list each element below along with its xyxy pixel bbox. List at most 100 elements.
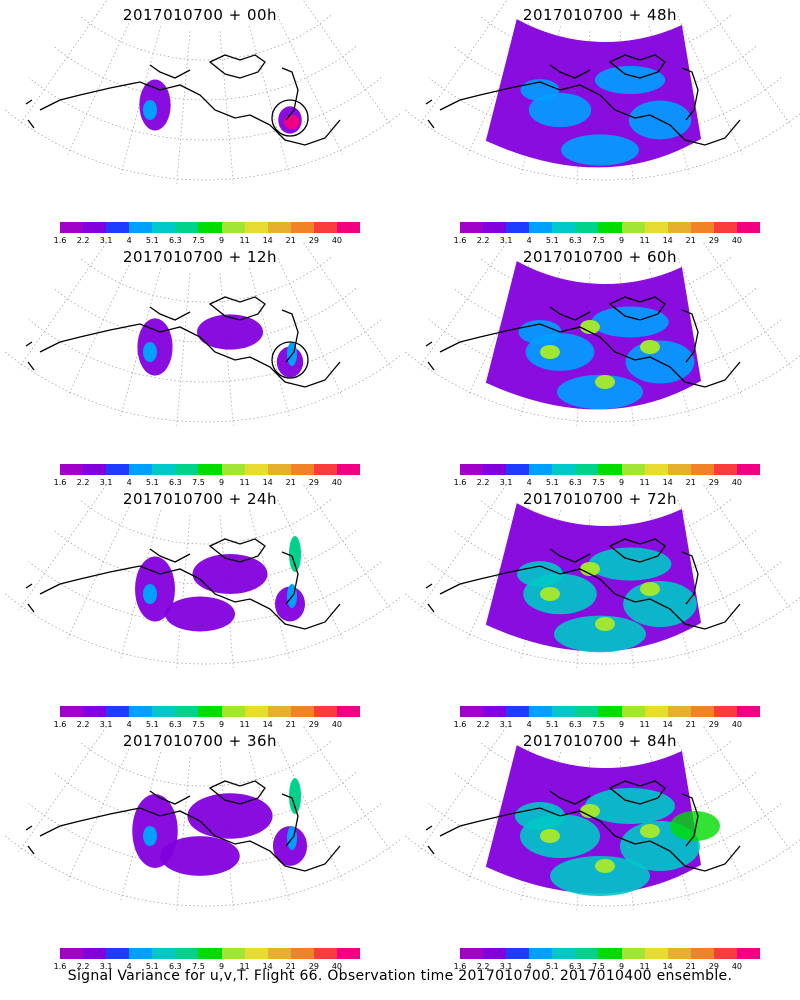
colorbar-swatch [129,948,153,959]
colorbar [60,222,361,233]
colorbar-label: 3.1 [499,720,513,729]
colorbar-label: 21 [685,478,696,487]
map-plot [3,484,400,668]
map-plot [3,0,400,184]
colorbar-label: 4 [526,720,532,729]
map-plot [3,726,400,910]
colorbar-label: 9 [618,236,625,245]
colorbar-label: 9 [218,478,225,487]
colorbar-label: 21 [285,478,296,487]
variance-field [132,778,308,876]
colorbar-swatch [529,222,553,233]
colorbar-swatch [60,948,84,959]
colorbar-swatch [152,948,176,959]
panel-title: 2017010700 + 48h [522,6,678,24]
colorbar-label: 6.3 [569,720,582,729]
colorbar-swatch [575,706,599,717]
forecast-panel: 2017010700 + 60h 1.6 2.2 3.1 4 5.1 6.3 7.5 9 11 14… [400,242,800,487]
panel-title: 2017010700 + 00h [122,6,278,24]
colorbar-label: 11 [639,962,650,971]
panel-title: 2017010700 + 12h [122,248,278,266]
colorbar-label: 7.5 [592,236,605,245]
colorbar-swatch [83,464,107,475]
colorbar-label: 11 [239,720,250,729]
colorbar-swatch [598,464,622,475]
panel-title: 2017010700 + 24h [122,490,278,508]
colorbar-label: 5.1 [145,478,159,487]
colorbar-swatch [336,948,361,959]
colorbar-label: 2.2 [76,478,90,487]
highlight-circle [271,341,309,379]
colorbar-swatch [460,222,484,233]
map-plot [403,726,800,910]
colorbar-label: 6.3 [169,962,182,971]
colorbar-label: 1.6 [453,478,467,487]
colorbar-swatch [290,464,314,475]
map-plot [403,0,800,184]
forecast-panel: 2017010700 + 12h 1.6 2.2 3.1 4 5.1 6.3 7.5 9 11 14… [0,242,400,487]
colorbar-label: 11 [639,478,650,487]
colorbar-swatch [483,222,507,233]
colorbar-swatch [644,706,668,717]
colorbar-label: 2.2 [476,236,490,245]
colorbar-swatch [244,464,268,475]
colorbar-swatch [290,706,314,717]
forecast-panel: 2017010700 + 24h 1.6 2.2 3.1 4 5.1 6.3 7.5 9 11 14… [0,484,400,729]
map-plot [3,242,400,426]
colorbar-label: 4 [126,236,132,245]
colorbar-swatch [483,464,507,475]
colorbar-label: 1.6 [53,478,67,487]
colorbar-label: 1.6 [53,720,67,729]
highlight-circle [271,99,309,137]
forecast-panel: 2017010700 + 72h 1.6 2.2 3.1 4 5.1 6.3 7.5 9 11 14… [400,484,800,729]
colorbar-label: 5.1 [545,478,559,487]
colorbar-swatch [552,222,576,233]
colorbar-swatch [60,464,84,475]
colorbar-label: 4 [126,478,132,487]
colorbar-label: 21 [685,962,696,971]
variance-field [485,503,702,653]
colorbar-swatch [598,222,622,233]
colorbar-label: 21 [285,236,296,245]
colorbar [60,948,361,959]
colorbar-label: 2.2 [76,962,90,971]
colorbar-swatch [713,222,737,233]
colorbar-label: 29 [708,236,719,245]
colorbar-swatch [506,222,530,233]
colorbar-swatch [506,706,530,717]
colorbar-swatch [690,222,714,233]
colorbar-swatch [460,464,484,475]
colorbar-swatch [267,464,291,475]
colorbar-label: 6.3 [569,478,582,487]
colorbar-swatch [129,706,153,717]
colorbar-swatch [529,948,553,959]
colorbar [460,222,761,233]
colorbar-label: 11 [639,236,650,245]
colorbar-swatch [713,464,737,475]
colorbar-swatch [483,948,507,959]
colorbar [60,706,361,717]
colorbar-label: 40 [331,478,343,487]
colorbar-swatch [60,706,84,717]
colorbar-label: 11 [239,962,250,971]
colorbar-label: 14 [662,478,673,487]
colorbar-label: 11 [639,720,650,729]
colorbar-swatch [506,464,530,475]
colorbar-swatch [598,948,622,959]
colorbar-swatch [244,706,268,717]
colorbar-swatch [198,464,222,475]
colorbar-label: 21 [685,720,696,729]
colorbar-swatch [221,464,245,475]
panel-title: 2017010700 + 60h [522,248,678,266]
colorbar-swatch [598,706,622,717]
colorbar-swatch [667,948,691,959]
colorbar-swatch [244,948,268,959]
colorbar-swatch [60,222,84,233]
colorbar-swatch [736,464,761,475]
colorbar-label: 4 [126,962,132,971]
colorbar-label: 40 [331,720,343,729]
colorbar-swatch [175,706,199,717]
graticule [3,0,400,184]
colorbar-label: 1.6 [53,962,67,971]
colorbar-label: 9 [618,962,625,971]
